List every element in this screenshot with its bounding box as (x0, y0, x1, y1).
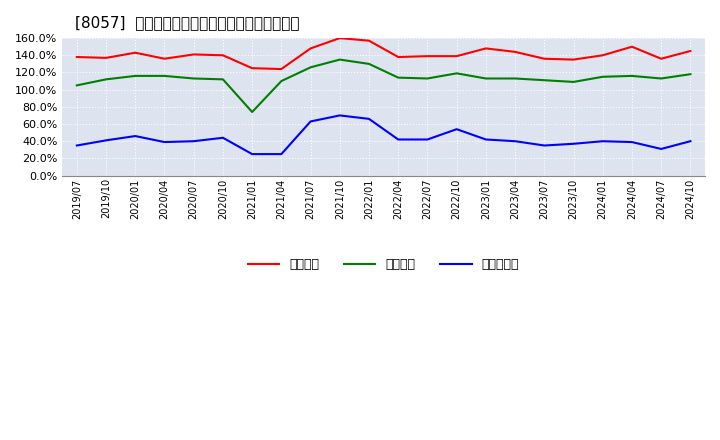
流動比率 (306, 46, 315, 51)
現預金比率 (657, 147, 665, 152)
当座比率 (73, 83, 81, 88)
流動比率 (598, 53, 607, 58)
当座比率 (482, 76, 490, 81)
当座比率 (131, 73, 140, 79)
現預金比率 (365, 116, 374, 121)
流動比率 (336, 36, 344, 41)
当座比率 (628, 73, 636, 79)
当座比率 (189, 76, 198, 81)
流動比率 (510, 49, 519, 55)
当座比率 (686, 72, 695, 77)
現預金比率 (248, 151, 256, 157)
Line: 現預金比率: 現預金比率 (77, 115, 690, 154)
Text: [8057]  流動比率、当座比率、現預金比率の推移: [8057] 流動比率、当座比率、現預金比率の推移 (75, 15, 300, 30)
現預金比率 (452, 127, 461, 132)
現預金比率 (160, 139, 168, 145)
当座比率 (510, 76, 519, 81)
流動比率 (189, 52, 198, 57)
現預金比率 (219, 135, 228, 140)
現預金比率 (510, 139, 519, 144)
当座比率 (657, 76, 665, 81)
当座比率 (394, 75, 402, 80)
現預金比率 (189, 139, 198, 144)
流動比率 (657, 56, 665, 61)
現預金比率 (394, 137, 402, 142)
現預金比率 (598, 139, 607, 144)
Line: 当座比率: 当座比率 (77, 59, 690, 112)
当座比率 (540, 77, 549, 83)
現預金比率 (570, 141, 578, 147)
当座比率 (365, 61, 374, 66)
当座比率 (219, 77, 228, 82)
流動比率 (248, 66, 256, 71)
当座比率 (160, 73, 168, 79)
現預金比率 (540, 143, 549, 148)
現預金比率 (482, 137, 490, 142)
流動比率 (394, 55, 402, 60)
当座比率 (598, 74, 607, 79)
現預金比率 (686, 139, 695, 144)
当座比率 (306, 65, 315, 70)
現預金比率 (306, 119, 315, 124)
流動比率 (73, 55, 81, 60)
流動比率 (365, 38, 374, 43)
流動比率 (102, 55, 110, 61)
当座比率 (423, 76, 432, 81)
流動比率 (482, 46, 490, 51)
当座比率 (248, 110, 256, 115)
流動比率 (131, 50, 140, 55)
当座比率 (336, 57, 344, 62)
流動比率 (423, 54, 432, 59)
現預金比率 (131, 133, 140, 139)
当座比率 (102, 77, 110, 82)
現預金比率 (277, 151, 286, 157)
流動比率 (686, 48, 695, 54)
現預金比率 (628, 139, 636, 145)
当座比率 (452, 71, 461, 76)
当座比率 (570, 79, 578, 84)
流動比率 (452, 54, 461, 59)
現預金比率 (102, 138, 110, 143)
流動比率 (160, 56, 168, 61)
流動比率 (628, 44, 636, 49)
流動比率 (540, 56, 549, 61)
現預金比率 (336, 113, 344, 118)
当座比率 (277, 78, 286, 84)
Line: 流動比率: 流動比率 (77, 38, 690, 69)
流動比率 (277, 66, 286, 72)
流動比率 (219, 53, 228, 58)
現預金比率 (73, 143, 81, 148)
現預金比率 (423, 137, 432, 142)
Legend: 流動比率, 当座比率, 現預金比率: 流動比率, 当座比率, 現預金比率 (243, 253, 524, 276)
流動比率 (570, 57, 578, 62)
